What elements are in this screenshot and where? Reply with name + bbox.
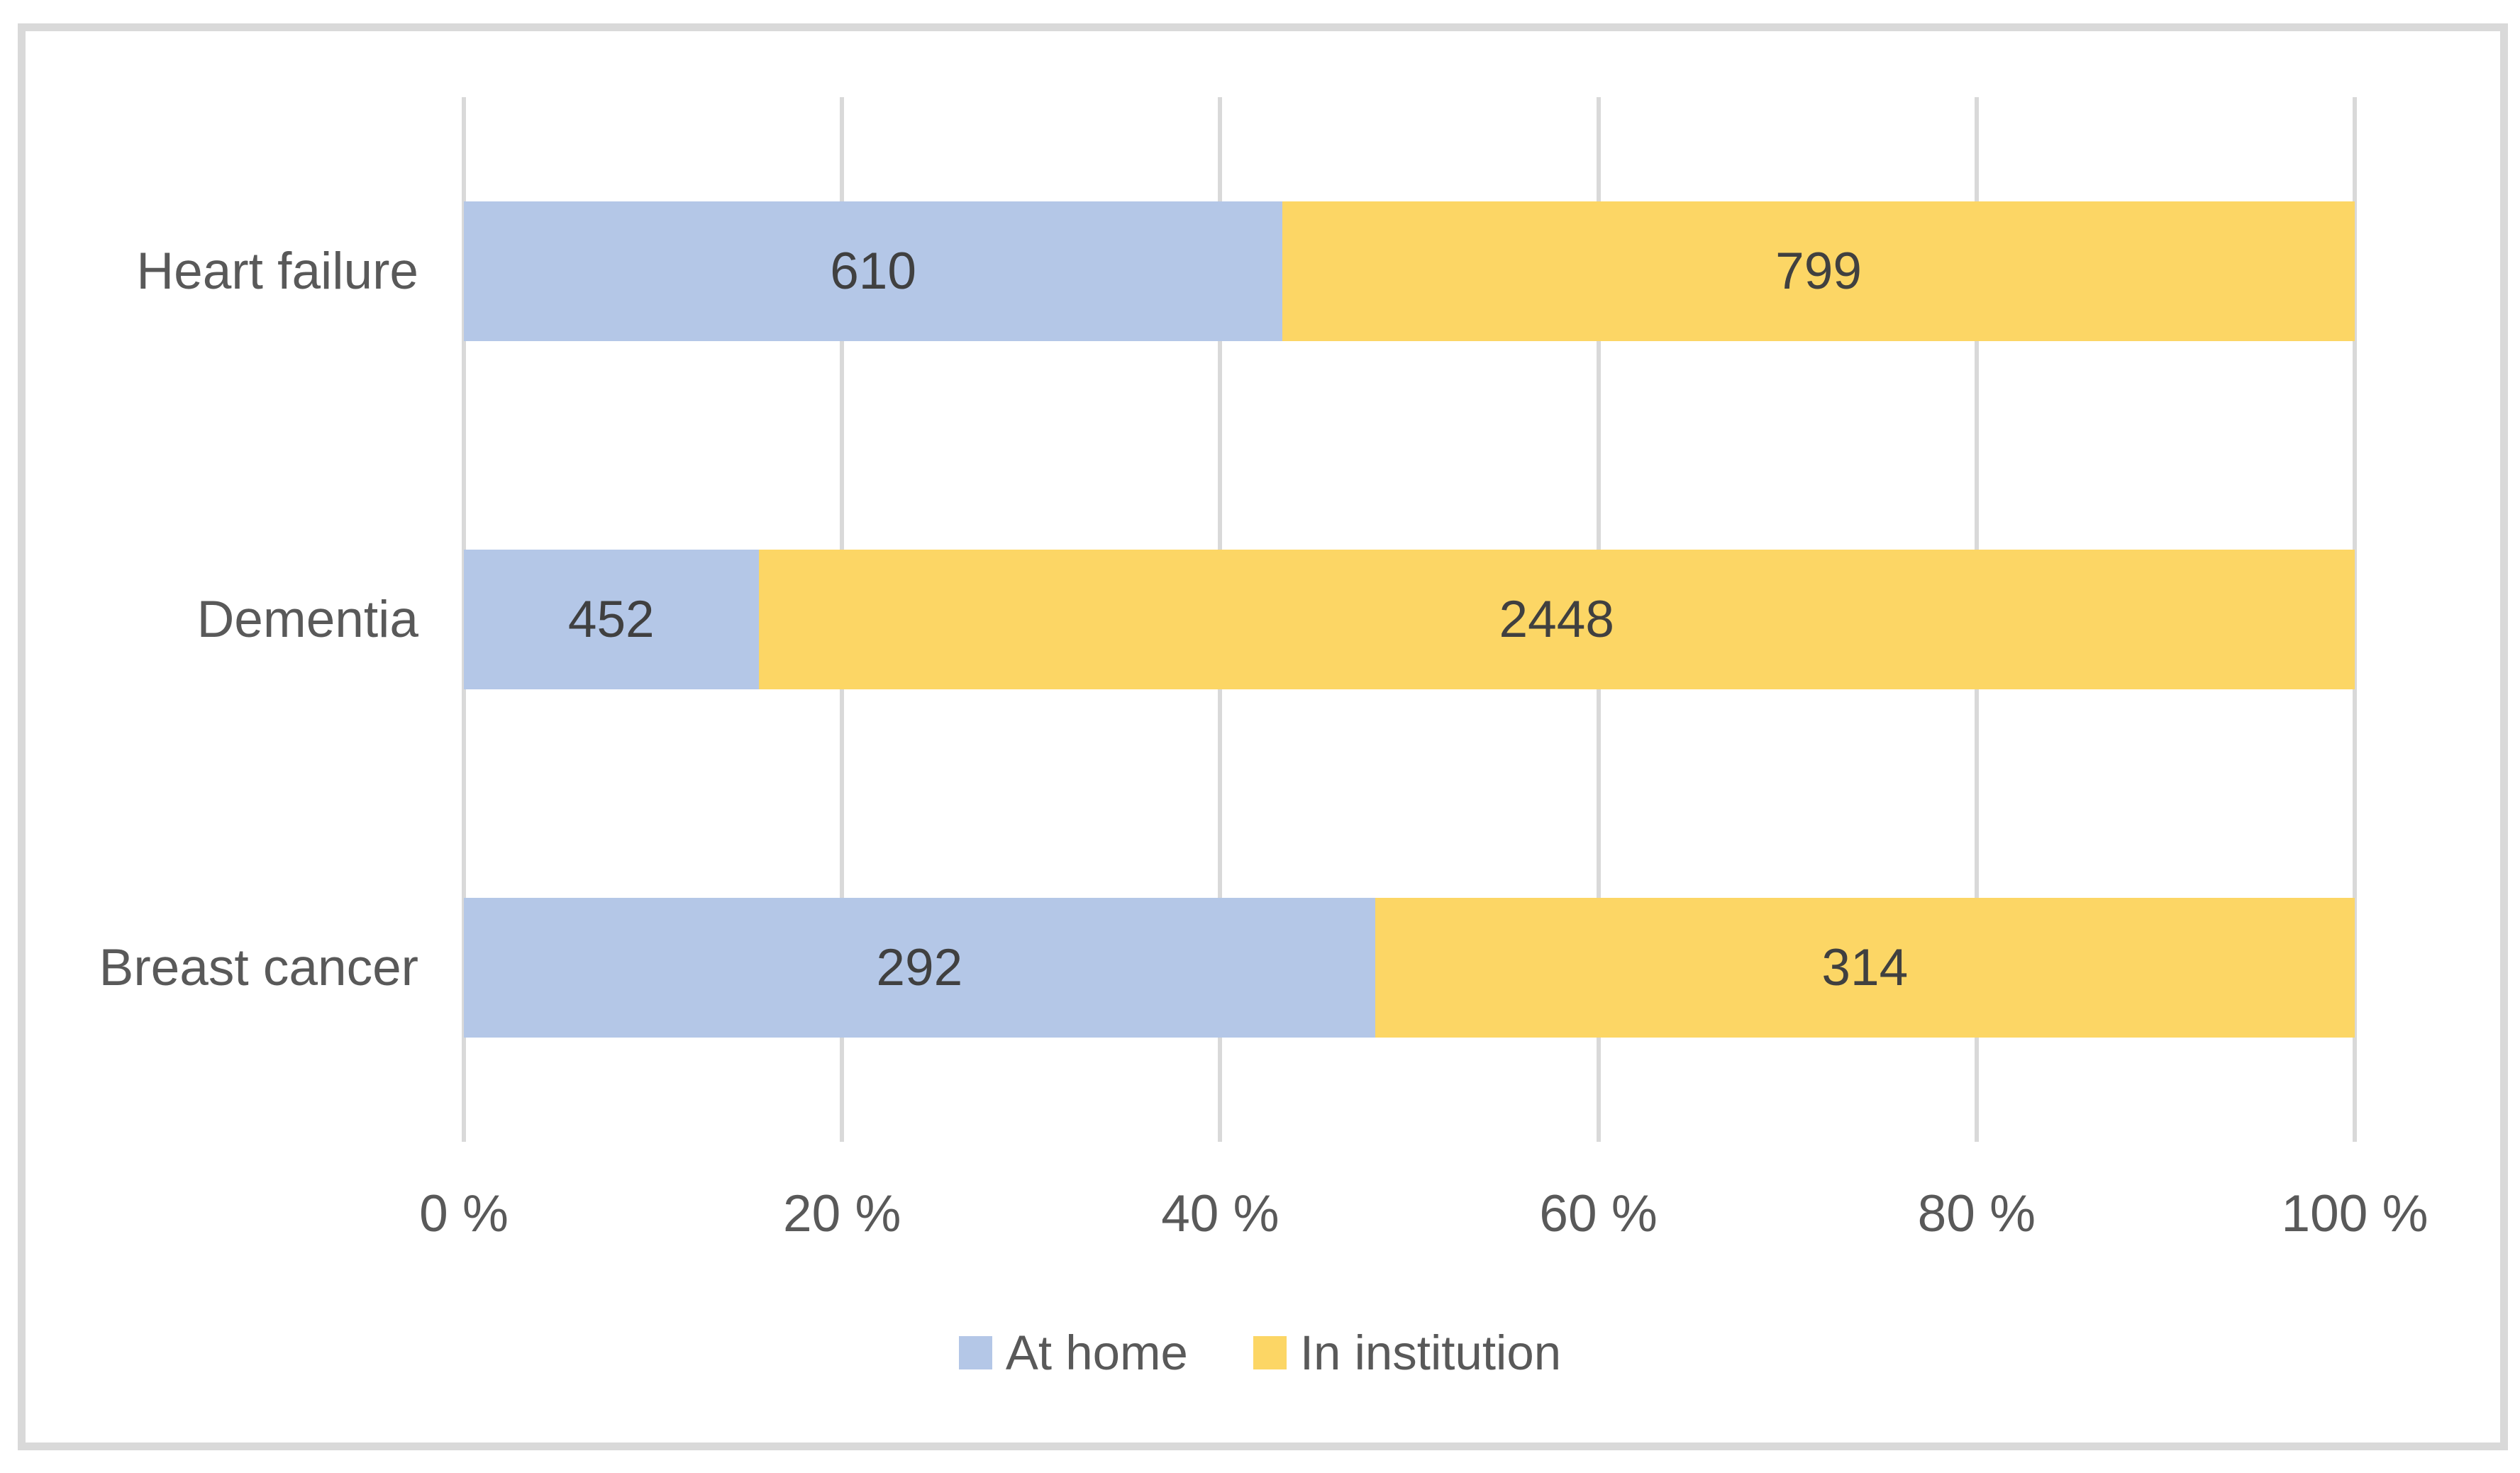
bar-value-label-at-home-dementia: 452: [567, 591, 655, 648]
legend-swatch-in-institution: [1253, 1335, 1287, 1369]
legend-swatch-at-home: [958, 1335, 992, 1369]
category-label-dementia: Dementia: [196, 591, 418, 648]
category-label-heart-failure: Heart failure: [136, 243, 418, 300]
legend-item-in-institution: In institution: [1253, 1325, 1561, 1381]
bar-band-dementia: 452 2448: [464, 445, 2355, 794]
bar-value-label-at-home-heart-failure: 610: [830, 243, 916, 300]
bar-value-label-in-institution-heart-failure: 799: [1775, 243, 1862, 300]
bar-segment-in-institution-breast-cancer: 314: [1375, 898, 2355, 1038]
bar-row-breast-cancer: 292 314: [464, 898, 2355, 1038]
bar-row-dementia: 452 2448: [464, 550, 2355, 689]
bar-segment-in-institution-dementia: 2448: [758, 550, 2355, 689]
legend-label-in-institution: In institution: [1299, 1325, 1562, 1380]
bar-value-label-at-home-breast-cancer: 292: [876, 939, 963, 996]
bar-value-label-in-institution-dementia: 2448: [1499, 591, 1614, 648]
x-axis-tick-label-60-: 60 %: [1539, 1185, 1658, 1243]
legend-item-at-home: At home: [958, 1325, 1188, 1381]
x-axis: 0 % 20 % 40 % 60 % 80 % 100 %: [419, 1172, 2428, 1257]
bar-value-label-in-institution-breast-cancer: 314: [1821, 939, 1909, 996]
bar-band-heart-failure: 610 799: [464, 97, 2355, 445]
x-axis-tick-label-100-: 100 %: [2281, 1185, 2429, 1243]
plot-area: 610 799 452 2448 292 314: [462, 97, 2357, 1142]
category-axis: Heart failure Dementia Breast cancer: [0, 97, 464, 1142]
bar-segment-at-home-breast-cancer: 292: [464, 898, 1375, 1038]
bar-band-breast-cancer: 292 314: [464, 794, 2355, 1142]
x-axis-tick-label-20-: 20 %: [782, 1185, 901, 1243]
x-axis-tick-label-0-: 0 %: [419, 1185, 509, 1243]
bar-segment-in-institution-heart-failure: 799: [1282, 201, 2355, 341]
bar-row-heart-failure: 610 799: [464, 201, 2355, 341]
category-label-breast-cancer: Breast cancer: [99, 939, 418, 996]
bar-segment-at-home-heart-failure: 610: [464, 201, 1283, 341]
gridline-100-: [2353, 97, 2357, 1142]
bar-segment-at-home-dementia: 452: [464, 550, 759, 689]
x-axis-tick-label-80-: 80 %: [1917, 1185, 2036, 1243]
x-axis-tick-label-40-: 40 %: [1161, 1185, 1280, 1243]
legend: At home In institution: [0, 1321, 2520, 1384]
legend-label-at-home: At home: [1005, 1325, 1188, 1380]
